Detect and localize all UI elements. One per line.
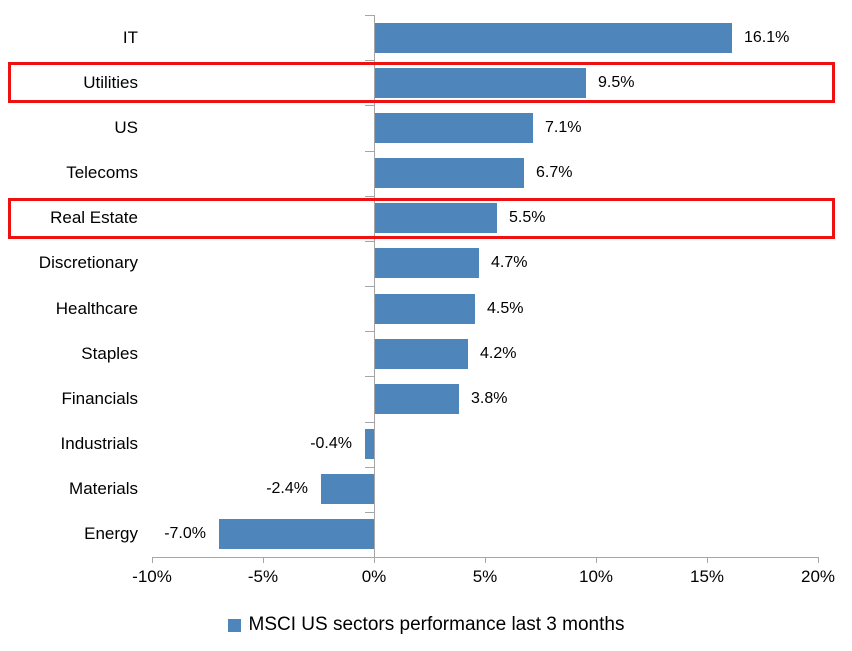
bar-healthcare[interactable]	[375, 294, 475, 324]
x-axis-tick	[374, 558, 375, 563]
category-axis-tick	[365, 151, 374, 152]
category-label-energy: Energy	[84, 524, 138, 543]
category-label-financials: Financials	[61, 389, 138, 408]
x-axis-tick	[818, 558, 819, 563]
bar-real-estate[interactable]	[375, 203, 497, 233]
x-axis-tick-label: 20%	[800, 567, 836, 586]
category-label-utilities: Utilities	[83, 73, 138, 92]
value-label-materials: -2.4%	[266, 480, 308, 497]
x-axis-tick	[263, 558, 264, 563]
bar-industrials[interactable]	[365, 429, 375, 459]
x-axis-tick-label: -10%	[132, 567, 172, 586]
category-label-telecoms: Telecoms	[66, 163, 138, 182]
value-label-utilities: 9.5%	[598, 74, 635, 91]
x-axis-tick	[485, 558, 486, 563]
legend-label: MSCI US sectors performance last 3 month…	[248, 614, 625, 635]
bar-us[interactable]	[375, 113, 533, 143]
bar-financials[interactable]	[375, 384, 459, 414]
bar-telecoms[interactable]	[375, 158, 524, 188]
value-label-staples: 4.2%	[480, 345, 517, 362]
category-axis-tick	[365, 376, 374, 377]
value-label-telecoms: 6.7%	[536, 164, 573, 181]
category-axis-tick	[365, 331, 374, 332]
x-axis-tick	[152, 558, 153, 563]
bar-materials[interactable]	[320, 474, 374, 504]
category-label-materials: Materials	[69, 479, 138, 498]
category-axis-tick	[365, 512, 374, 513]
category-axis-tick	[365, 467, 374, 468]
category-label-discretionary: Discretionary	[38, 253, 138, 272]
x-axis-tick-label: 0%	[361, 567, 387, 586]
category-axis-tick	[365, 422, 374, 423]
value-label-energy: -7.0%	[164, 525, 206, 542]
zero-axis-line	[374, 15, 375, 557]
category-label-industrials: Industrials	[60, 434, 138, 453]
category-label-real-estate: Real Estate	[50, 208, 138, 227]
value-label-it: 16.1%	[744, 29, 790, 46]
value-label-us: 7.1%	[545, 119, 582, 136]
category-label-staples: Staples	[81, 344, 138, 363]
bar-staples[interactable]	[375, 339, 468, 369]
bar-discretionary[interactable]	[375, 248, 479, 278]
bar-utilities[interactable]	[375, 68, 586, 98]
x-axis-tick-label: 15%	[689, 567, 725, 586]
bar-it[interactable]	[375, 23, 732, 53]
category-axis-tick	[365, 196, 374, 197]
legend: MSCI US sectors performance last 3 month…	[0, 614, 852, 636]
category-axis-tick	[365, 286, 374, 287]
category-axis-tick	[365, 105, 374, 106]
category-label-it: IT	[122, 28, 138, 47]
value-label-financials: 3.8%	[471, 390, 508, 407]
x-axis-line	[152, 557, 819, 558]
category-axis-tick	[365, 15, 374, 16]
category-label-us: US	[114, 118, 138, 137]
legend-swatch	[227, 618, 241, 632]
value-label-discretionary: 4.7%	[491, 254, 528, 271]
category-axis-tick	[365, 241, 374, 242]
x-axis-tick	[707, 558, 708, 563]
highlight-box-real-estate	[8, 198, 835, 239]
value-label-real-estate: 5.5%	[509, 209, 546, 226]
x-axis-tick-label: 10%	[578, 567, 614, 586]
x-axis-tick-label: -5%	[247, 567, 279, 586]
value-label-healthcare: 4.5%	[487, 300, 524, 317]
highlight-box-utilities	[8, 62, 835, 103]
bar-energy[interactable]	[218, 519, 374, 549]
x-axis-tick-label: 5%	[472, 567, 498, 586]
value-label-industrials: -0.4%	[310, 435, 352, 452]
category-axis-tick	[365, 60, 374, 61]
category-label-healthcare: Healthcare	[55, 299, 138, 318]
x-axis-tick	[596, 558, 597, 563]
